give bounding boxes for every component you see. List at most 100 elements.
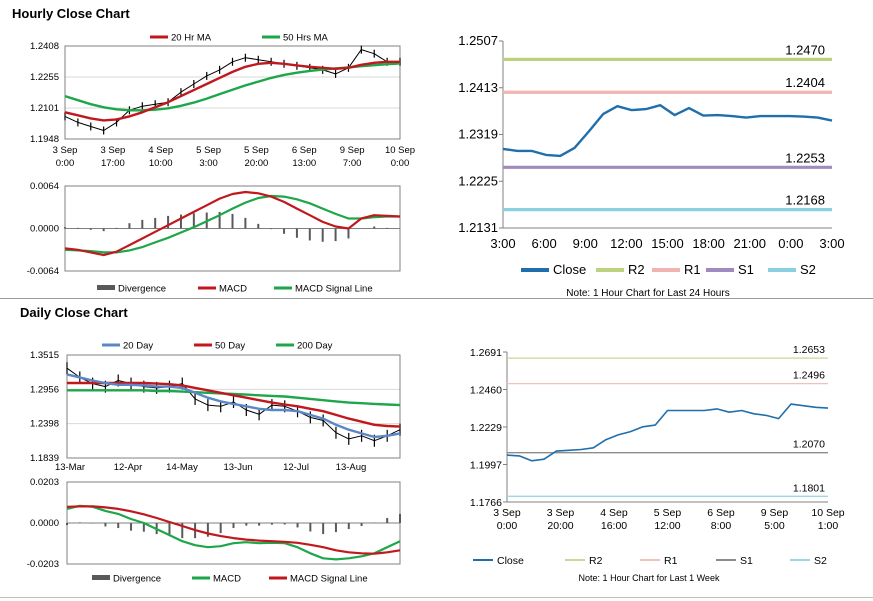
x-tick-label: 18:00 bbox=[692, 236, 725, 251]
x-tick-label: 9 Sep bbox=[761, 507, 789, 519]
legend-macd-label: MACD bbox=[213, 574, 241, 585]
legend-divergence-swatch bbox=[97, 285, 115, 290]
x-tick-label: 3:00 bbox=[490, 236, 515, 251]
y-tick-label: 0.0064 bbox=[30, 181, 59, 192]
x-tick-label: 13-Mar bbox=[55, 462, 85, 473]
y-tick-label: 1.3515 bbox=[30, 350, 59, 361]
x-tick-label: 21:00 bbox=[733, 236, 766, 251]
legend-ma20-label: 20 Hr MA bbox=[171, 33, 212, 44]
x-tick-label: 10:00 bbox=[149, 158, 173, 169]
legend-label-s2: S2 bbox=[814, 555, 827, 567]
level-label-r1: 1.2404 bbox=[785, 75, 825, 90]
legend-label-r2: R2 bbox=[589, 555, 603, 567]
x-tick-label: 12-Apr bbox=[114, 462, 143, 473]
y-tick-label: 1.2507 bbox=[458, 33, 498, 48]
plot-frame bbox=[64, 45, 401, 140]
x-tick-label: 9:00 bbox=[573, 236, 598, 251]
x-tick-label: 20:00 bbox=[245, 158, 269, 169]
y-tick-label: 1.2229 bbox=[470, 422, 502, 434]
legend-macd-label: MACD bbox=[219, 284, 247, 295]
x-tick-label: 6:00 bbox=[531, 236, 556, 251]
level-label-s2: 1.2168 bbox=[785, 193, 825, 208]
signal-line bbox=[66, 505, 401, 555]
x-tick-label: 0:00 bbox=[391, 158, 410, 169]
legend-signal-label: MACD Signal Line bbox=[295, 284, 373, 295]
legend-50day-label: 50 Day bbox=[215, 341, 245, 352]
y-tick-label: 1.2319 bbox=[458, 127, 498, 142]
x-tick-label: 0:00 bbox=[497, 520, 518, 532]
x-tick-label: 17:00 bbox=[101, 158, 125, 169]
legend-signal-label: MACD Signal Line bbox=[290, 574, 368, 585]
x-tick-label: 8:00 bbox=[711, 520, 732, 532]
level-label-s2: 1.1801 bbox=[793, 482, 825, 494]
x-tick-label: 1:00 bbox=[818, 520, 839, 532]
legend-label-r2: R2 bbox=[628, 262, 645, 277]
y-tick-label: -0.0203 bbox=[27, 559, 59, 570]
x-tick-label: 9 Sep bbox=[340, 145, 365, 156]
macd-line bbox=[66, 504, 401, 561]
x-tick-label: 12:00 bbox=[654, 520, 680, 532]
level-label-s1: 1.2253 bbox=[785, 150, 825, 165]
y-tick-label: 1.2691 bbox=[470, 347, 502, 359]
chart-note: Note: 1 Hour Chart for Last 24 Hours bbox=[566, 288, 729, 299]
x-tick-label: 5 Sep bbox=[244, 145, 269, 156]
close-line bbox=[506, 403, 829, 462]
hourly-section-title: Hourly Close Chart bbox=[12, 6, 130, 21]
y-tick-label: 1.2225 bbox=[458, 173, 498, 188]
legend-label-close: Close bbox=[497, 555, 524, 567]
plot-frame bbox=[66, 354, 401, 459]
x-tick-label: 6 Sep bbox=[292, 145, 317, 156]
x-tick-label: 5 Sep bbox=[654, 507, 682, 519]
y-tick-label: 0.0000 bbox=[30, 224, 59, 235]
y-tick-label: 1.2413 bbox=[458, 80, 498, 95]
x-tick-label: 0:00 bbox=[56, 158, 75, 169]
ma200-line bbox=[67, 389, 401, 407]
x-tick-label: 6 Sep bbox=[707, 507, 735, 519]
x-tick-label: 13-Jun bbox=[223, 462, 252, 473]
close-line bbox=[502, 103, 833, 158]
ma50-line bbox=[67, 381, 401, 428]
x-tick-label: 0:00 bbox=[778, 236, 803, 251]
y-tick-label: 1.2956 bbox=[30, 384, 59, 395]
legend-label-s2: S2 bbox=[800, 262, 816, 277]
level-label-r1: 1.2496 bbox=[793, 370, 825, 382]
x-tick-label: 3:00 bbox=[819, 236, 844, 251]
daily-section-title: Daily Close Chart bbox=[20, 305, 128, 320]
x-tick-label: 7:00 bbox=[343, 158, 362, 169]
x-tick-label: 13:00 bbox=[292, 158, 316, 169]
y-tick-label: 1.1766 bbox=[470, 497, 502, 509]
y-tick-label: 1.2408 bbox=[30, 41, 59, 52]
x-tick-label: 4 Sep bbox=[600, 507, 628, 519]
y-tick-label: 1.2131 bbox=[458, 220, 498, 235]
legend-divergence-label: Divergence bbox=[113, 574, 161, 585]
legend-divergence-swatch bbox=[92, 575, 110, 580]
y-tick-label: 1.1839 bbox=[30, 453, 59, 464]
macd-line bbox=[64, 190, 401, 257]
legend-label-r1: R1 bbox=[664, 555, 678, 567]
x-tick-label: 15:00 bbox=[651, 236, 684, 251]
x-tick-label: 3 Sep bbox=[547, 507, 575, 519]
x-tick-label: 5:00 bbox=[764, 520, 785, 532]
y-tick-label: 1.1948 bbox=[30, 134, 59, 145]
section-divider bbox=[0, 298, 873, 299]
level-label-r2: 1.2653 bbox=[793, 344, 825, 356]
x-tick-label: 3 Sep bbox=[53, 145, 78, 156]
y-tick-label: 0.0000 bbox=[30, 518, 59, 529]
x-tick-label: 3 Sep bbox=[493, 507, 521, 519]
y-tick-label: 1.1997 bbox=[470, 460, 502, 472]
legend-label-s1: S1 bbox=[740, 555, 753, 567]
chart-note: Note: 1 Hour Chart for Last 1 Week bbox=[579, 573, 720, 583]
legend-20day-label: 20 Day bbox=[123, 341, 153, 352]
x-tick-label: 10 Sep bbox=[385, 145, 415, 156]
x-tick-label: 12:00 bbox=[610, 236, 643, 251]
y-tick-label: 1.2101 bbox=[30, 103, 59, 114]
y-tick-label: 0.0203 bbox=[30, 477, 59, 488]
x-tick-label: 20:00 bbox=[547, 520, 573, 532]
y-tick-label: -0.0064 bbox=[27, 266, 59, 277]
legend-divergence-label: Divergence bbox=[118, 284, 166, 295]
